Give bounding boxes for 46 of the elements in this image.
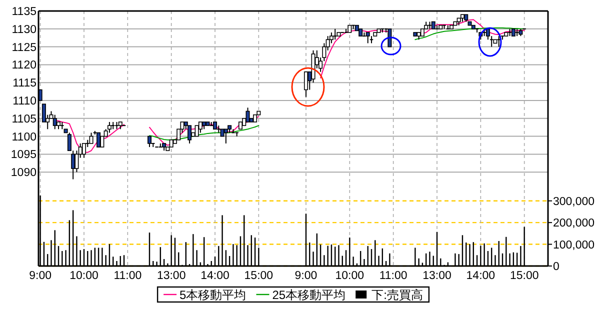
x-tick-label: 13:00 (156, 270, 186, 282)
y-tick-label: 1125 (12, 42, 36, 54)
candlestick (224, 128, 228, 144)
x-tick-label: 10:00 (335, 270, 364, 282)
candlestick (198, 121, 202, 134)
candlestick (388, 28, 392, 48)
candlestick (304, 71, 308, 98)
y2-tick-label: 300,000 (553, 196, 595, 208)
candlestick (333, 28, 338, 40)
candlestick (188, 125, 192, 144)
x-tick-label: 10:00 (70, 270, 98, 282)
legend-label: 25本移動平均 (272, 288, 346, 302)
x-tick-label: 13:00 (422, 270, 452, 282)
y2-tick-label: 100,000 (553, 239, 595, 252)
x-tick-label: 9:00 (29, 270, 52, 282)
x-tick-label: 15:00 (510, 270, 539, 282)
candlestick (52, 114, 57, 130)
candlestick (246, 107, 250, 122)
x-tick-label: 11:00 (379, 270, 408, 282)
y-tick-label: 1120 (12, 60, 36, 72)
x-tick-label: 14:00 (466, 270, 496, 282)
legend-label: 5本移動平均 (180, 288, 246, 302)
y-tick-label: 1130 (12, 24, 36, 36)
candlestick (89, 132, 94, 144)
x-tick-label: 14:00 (200, 270, 230, 282)
candlestick (82, 142, 86, 158)
x-tick-label: 15:00 (244, 270, 274, 282)
y-tick-label: 1105 (12, 113, 36, 126)
y2-tick-label: 200,000 (553, 218, 595, 230)
candlestick (234, 132, 239, 137)
candlestick (107, 121, 112, 134)
candlestick (194, 125, 199, 137)
legend-label: 下:売買高 (372, 288, 423, 302)
candlestick (366, 32, 370, 44)
y-tick-label: 1115 (12, 78, 36, 90)
y2-tick-label: 0 (553, 261, 560, 273)
y-tick-label: 1135 (12, 6, 36, 18)
candlestick (148, 136, 152, 148)
candlestick (96, 132, 101, 148)
x-tick-label: 11:00 (114, 270, 142, 282)
x-tick-label: 9:00 (294, 270, 318, 282)
y-tick-label: 1095 (10, 149, 36, 162)
candlestick (428, 21, 432, 30)
y-tick-label: 1110 (12, 96, 36, 108)
y-tick-label: 1100 (12, 131, 36, 144)
y-tick-label: 1090 (10, 167, 36, 180)
